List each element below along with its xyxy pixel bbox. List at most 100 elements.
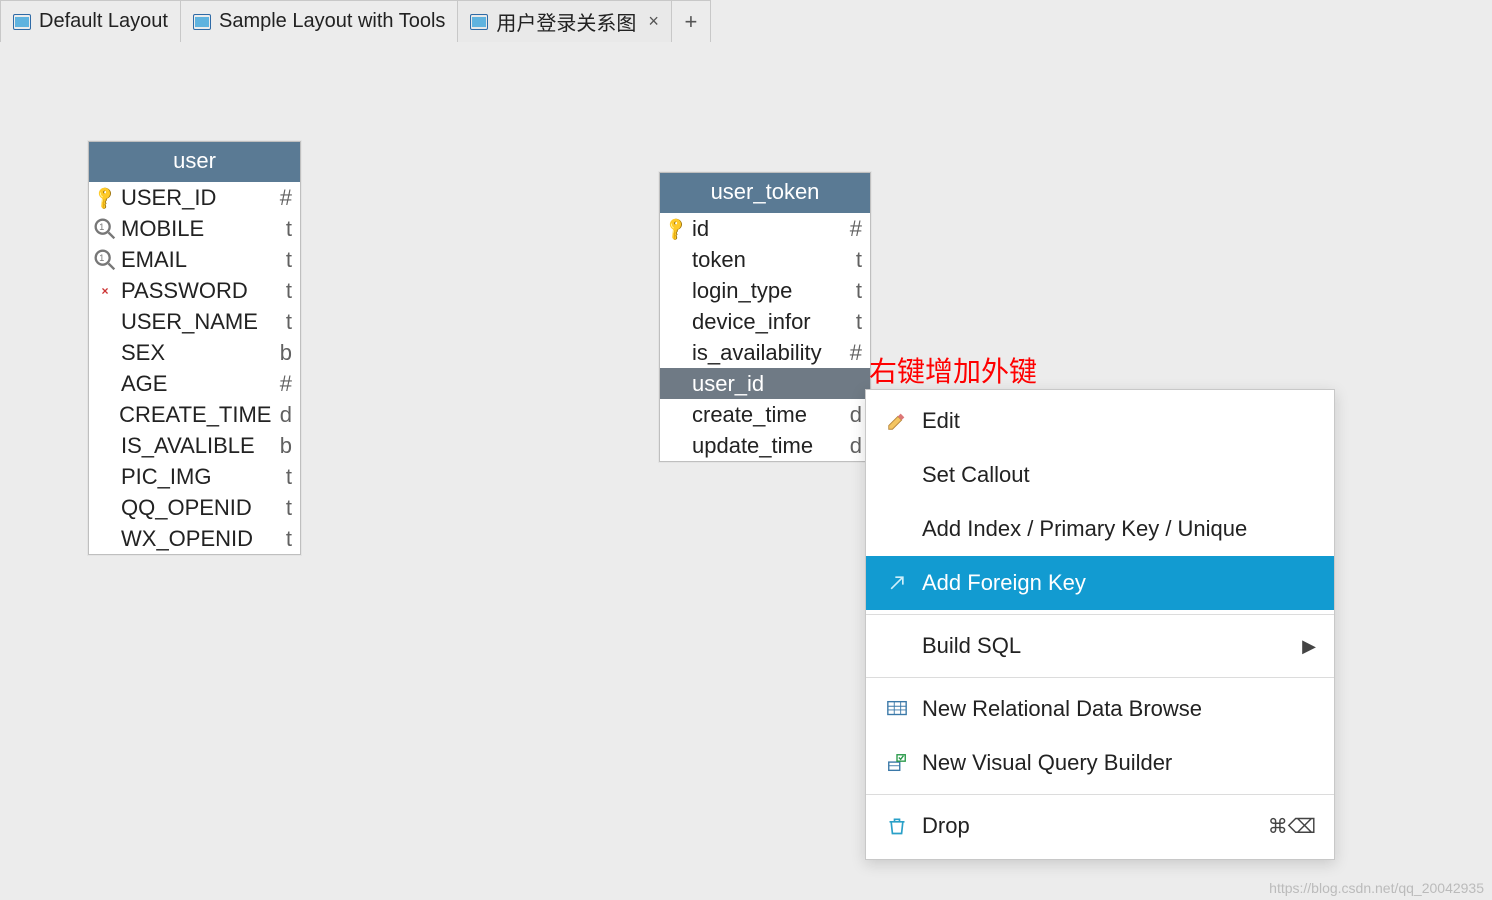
table-column[interactable]: CREATE_TIMEd (89, 399, 300, 430)
table-column[interactable]: tokent (660, 244, 870, 275)
menu-label: Add Foreign Key (914, 570, 1316, 596)
column-name: token (690, 247, 840, 273)
column-name: WX_OPENID (119, 526, 270, 552)
arrow-icon (880, 573, 914, 593)
column-type: b (270, 340, 294, 366)
menu-label: Add Index / Primary Key / Unique (914, 516, 1316, 542)
menu-label: Build SQL (914, 633, 1302, 659)
table-column[interactable]: WX_OPENIDt (89, 523, 300, 554)
table-column[interactable]: USER_NAMEt (89, 306, 300, 337)
tab-label: Sample Layout with Tools (219, 10, 445, 33)
column-type: # (270, 185, 294, 211)
column-name: PIC_IMG (119, 464, 270, 490)
chevron-right-icon: ▶ (1302, 636, 1316, 657)
column-name: CREATE_TIME (117, 402, 271, 428)
menu-item-new-relational-data-browse[interactable]: New Relational Data Browse (866, 682, 1334, 736)
table-icon (880, 698, 914, 720)
tab-label: Default Layout (39, 10, 168, 33)
column-type: # (270, 371, 294, 397)
menu-label: Set Callout (914, 462, 1316, 488)
key-icon: 🔑 (91, 188, 119, 208)
column-type: t (270, 247, 294, 273)
tab-bar: Default Layout Sample Layout with Tools … (0, 0, 1492, 42)
menu-label: New Relational Data Browse (914, 696, 1316, 722)
table-column[interactable]: update_timed (660, 430, 870, 461)
table-column[interactable]: login_typet (660, 275, 870, 306)
menu-shortcut: ⌘⌫ (1268, 814, 1316, 839)
trash-icon (880, 815, 914, 837)
search-icon: 1 (91, 246, 119, 274)
column-type: t (270, 495, 294, 521)
column-name: login_type (690, 278, 840, 304)
column-type: t (840, 247, 864, 273)
table-column[interactable]: user_id (660, 368, 870, 399)
key-icon: 🔑 (662, 219, 690, 239)
column-name: USER_ID (119, 185, 270, 211)
table-column[interactable]: PIC_IMGt (89, 461, 300, 492)
close-icon[interactable]: × (648, 11, 659, 32)
menu-item-add-foreign-key[interactable]: Add Foreign Key (866, 556, 1334, 610)
plus-icon: + (685, 9, 698, 35)
table-column[interactable]: ×PASSWORDt (89, 275, 300, 306)
column-type: # (840, 340, 864, 366)
layout-icon (470, 14, 488, 30)
db-table-user[interactable]: user 🔑USER_ID#1MOBILEt1EMAILt×PASSWORDtU… (88, 141, 301, 555)
column-type: d (271, 402, 294, 428)
menu-label: Drop (914, 813, 1268, 839)
add-tab-button[interactable]: + (671, 0, 711, 42)
column-name: QQ_OPENID (119, 495, 270, 521)
column-type: t (840, 309, 864, 335)
table-column[interactable]: 🔑USER_ID# (89, 182, 300, 213)
column-type: # (840, 216, 864, 242)
column-type: b (270, 433, 294, 459)
watermark-text: https://blog.csdn.net/qq_20042935 (1269, 880, 1484, 896)
annotation-text: 右键增加外键 (869, 350, 1037, 390)
table-column[interactable]: QQ_OPENIDt (89, 492, 300, 523)
column-name: is_availability (690, 340, 840, 366)
table-column[interactable]: SEXb (89, 337, 300, 368)
table-column[interactable]: AGE# (89, 368, 300, 399)
menu-item-edit[interactable]: Edit (866, 394, 1334, 448)
menu-label: Edit (914, 408, 1316, 434)
tab-sample-layout[interactable]: Sample Layout with Tools (180, 0, 458, 42)
tab-label: 用户登录关系图 (496, 7, 636, 36)
table-title: user (89, 142, 300, 182)
svg-text:1: 1 (99, 253, 104, 263)
table-column[interactable]: 1MOBILEt (89, 213, 300, 244)
table-column[interactable]: IS_AVALIBLEb (89, 430, 300, 461)
menu-separator (866, 794, 1334, 795)
menu-separator (866, 677, 1334, 678)
menu-item-set-callout[interactable]: Set Callout (866, 448, 1334, 502)
db-table-user-token[interactable]: user_token 🔑id#tokentlogin_typetdevice_i… (659, 172, 871, 462)
diagram-canvas[interactable]: user 🔑USER_ID#1MOBILEt1EMAILt×PASSWORDtU… (0, 42, 1492, 900)
table-column[interactable]: device_infort (660, 306, 870, 337)
svg-text:1: 1 (99, 222, 104, 232)
table-column[interactable]: 🔑id# (660, 213, 870, 244)
column-type: t (270, 278, 294, 304)
table-column[interactable]: is_availability# (660, 337, 870, 368)
column-name: user_id (690, 371, 840, 397)
column-name: EMAIL (119, 247, 270, 273)
layout-icon (193, 14, 211, 30)
layout-icon (13, 14, 31, 30)
column-name: USER_NAME (119, 309, 270, 335)
context-menu: Edit Set Callout Add Index / Primary Key /… (865, 389, 1335, 860)
column-name: update_time (690, 433, 840, 459)
tab-user-login-diagram[interactable]: 用户登录关系图 × (457, 0, 672, 42)
column-name: SEX (119, 340, 270, 366)
column-type: d (840, 402, 864, 428)
column-type: t (270, 464, 294, 490)
table-column[interactable]: 1 EMAILt (89, 244, 300, 275)
column-type: t (270, 309, 294, 335)
column-type: d (840, 433, 864, 459)
menu-item-new-visual-query-builder[interactable]: New Visual Query Builder (866, 736, 1334, 790)
column-name: PASSWORD (119, 278, 270, 304)
menu-item-add-index-primary-key-unique[interactable]: Add Index / Primary Key / Unique (866, 502, 1334, 556)
column-type: t (840, 278, 864, 304)
menu-label: New Visual Query Builder (914, 750, 1316, 776)
menu-separator (866, 614, 1334, 615)
menu-item-build-sql[interactable]: Build SQL▶ (866, 619, 1334, 673)
tab-default-layout[interactable]: Default Layout (0, 0, 181, 42)
menu-item-drop[interactable]: Drop⌘⌫ (866, 799, 1334, 853)
table-column[interactable]: create_timed (660, 399, 870, 430)
